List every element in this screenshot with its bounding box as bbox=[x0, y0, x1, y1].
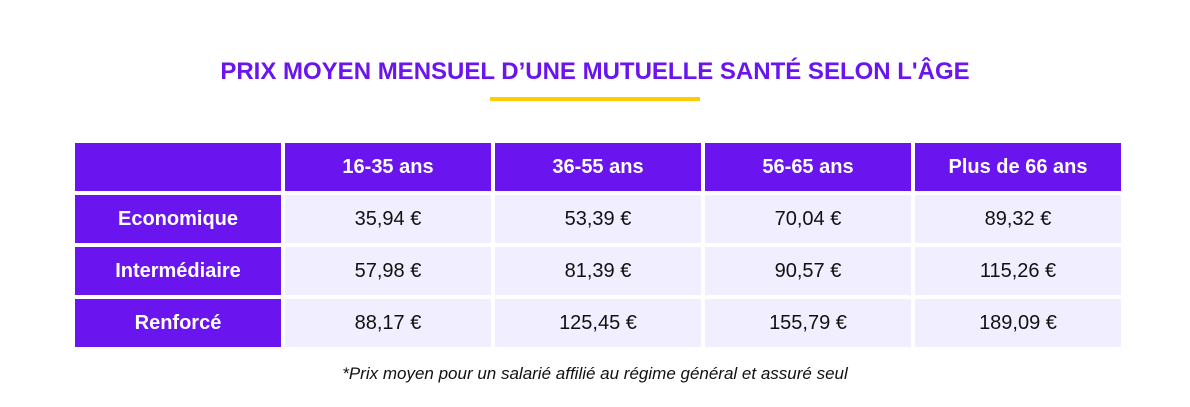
table-row: Intermédiaire 57,98 €81,39 €90,57 €115,26… bbox=[75, 247, 1121, 295]
row-header: Intermédiaire bbox=[75, 247, 281, 295]
footnote: *Prix moyen pour un salarié affilié au r… bbox=[342, 364, 848, 383]
row-header: Economique bbox=[75, 195, 281, 243]
column-header: 36-55 ans bbox=[495, 143, 701, 191]
table-row: Renforcé 88,17 €125,45 €155,79 €189,09 € bbox=[75, 299, 1121, 347]
title-underline bbox=[490, 97, 700, 101]
price-cell: 81,39 € bbox=[495, 247, 701, 295]
column-header: Plus de 66 ans bbox=[915, 143, 1121, 191]
price-cell: 57,98 € bbox=[285, 247, 491, 295]
column-header: 56-65 ans bbox=[705, 143, 911, 191]
header-row: 16-35 ans 36-55 ans 56-65 ans Plus de 66 an… bbox=[75, 143, 1121, 191]
price-cell: 70,04 € bbox=[705, 195, 911, 243]
price-cell: 125,45 € bbox=[495, 299, 701, 347]
price-cell: 155,79 € bbox=[705, 299, 911, 347]
price-cell: 115,26 € bbox=[915, 247, 1121, 295]
price-cell: 90,57 € bbox=[705, 247, 911, 295]
price-cell: 88,17 € bbox=[285, 299, 491, 347]
corner-cell bbox=[75, 143, 281, 191]
row-header: Renforcé bbox=[75, 299, 281, 347]
table-row: Economique 35,94 €53,39 €70,04 €89,32 € bbox=[75, 195, 1121, 243]
price-cell: 35,94 € bbox=[285, 195, 491, 243]
price-cell: 189,09 € bbox=[915, 299, 1121, 347]
price-table: 16-35 ans 36-55 ans 56-65 ans Plus de 66 an… bbox=[71, 139, 1125, 351]
column-header: 16-35 ans bbox=[285, 143, 491, 191]
price-cell: 89,32 € bbox=[915, 195, 1121, 243]
price-cell: 53,39 € bbox=[495, 195, 701, 243]
title: PRIX MOYEN MENSUEL D’UNE MUTUELLE SANTÉ … bbox=[220, 58, 970, 85]
